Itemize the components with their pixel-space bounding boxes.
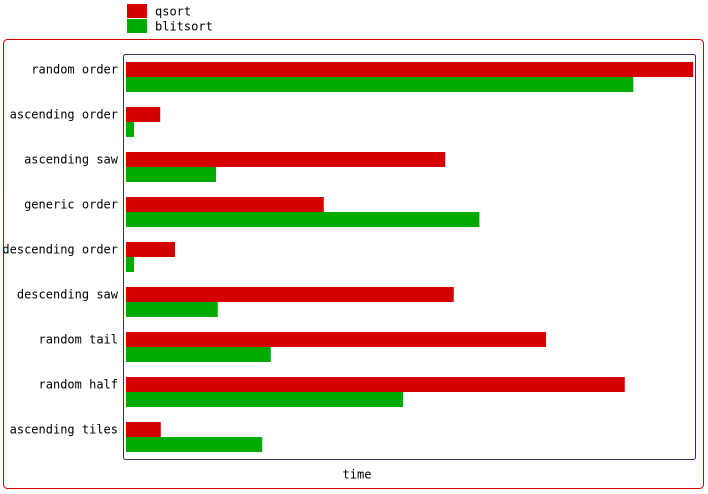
y-tick-label: descending saw bbox=[17, 288, 119, 302]
bar bbox=[126, 392, 404, 407]
legend-swatch bbox=[127, 19, 147, 33]
bar bbox=[126, 152, 446, 167]
y-tick-label: random half bbox=[39, 378, 118, 392]
bar bbox=[126, 377, 625, 392]
bar bbox=[126, 347, 271, 362]
y-tick-label: random tail bbox=[39, 333, 118, 347]
legend-label: qsort bbox=[155, 5, 191, 19]
bar bbox=[126, 62, 694, 77]
bar bbox=[126, 197, 324, 212]
x-axis-label: time bbox=[343, 468, 372, 482]
legend-swatch bbox=[127, 4, 147, 18]
plot-frame bbox=[123, 54, 696, 460]
legend-label: blitsort bbox=[155, 20, 213, 34]
bar bbox=[126, 107, 161, 122]
y-tick-label: random order bbox=[31, 63, 118, 77]
bar bbox=[126, 242, 176, 257]
chart-frame bbox=[3, 39, 704, 489]
bar bbox=[126, 287, 454, 302]
bar bbox=[126, 437, 263, 452]
y-tick-label: ascending tiles bbox=[10, 423, 118, 437]
bar bbox=[126, 167, 217, 182]
y-tick-label: ascending order bbox=[10, 108, 118, 122]
bar bbox=[126, 77, 634, 92]
y-tick-label: descending order bbox=[2, 243, 118, 257]
bar bbox=[126, 257, 134, 272]
bar bbox=[126, 422, 161, 437]
bar bbox=[126, 302, 218, 317]
bar bbox=[126, 212, 480, 227]
y-tick-label: ascending saw bbox=[24, 153, 119, 167]
y-tick-label: generic order bbox=[24, 198, 118, 212]
bar bbox=[126, 122, 134, 137]
bar bbox=[126, 332, 547, 347]
